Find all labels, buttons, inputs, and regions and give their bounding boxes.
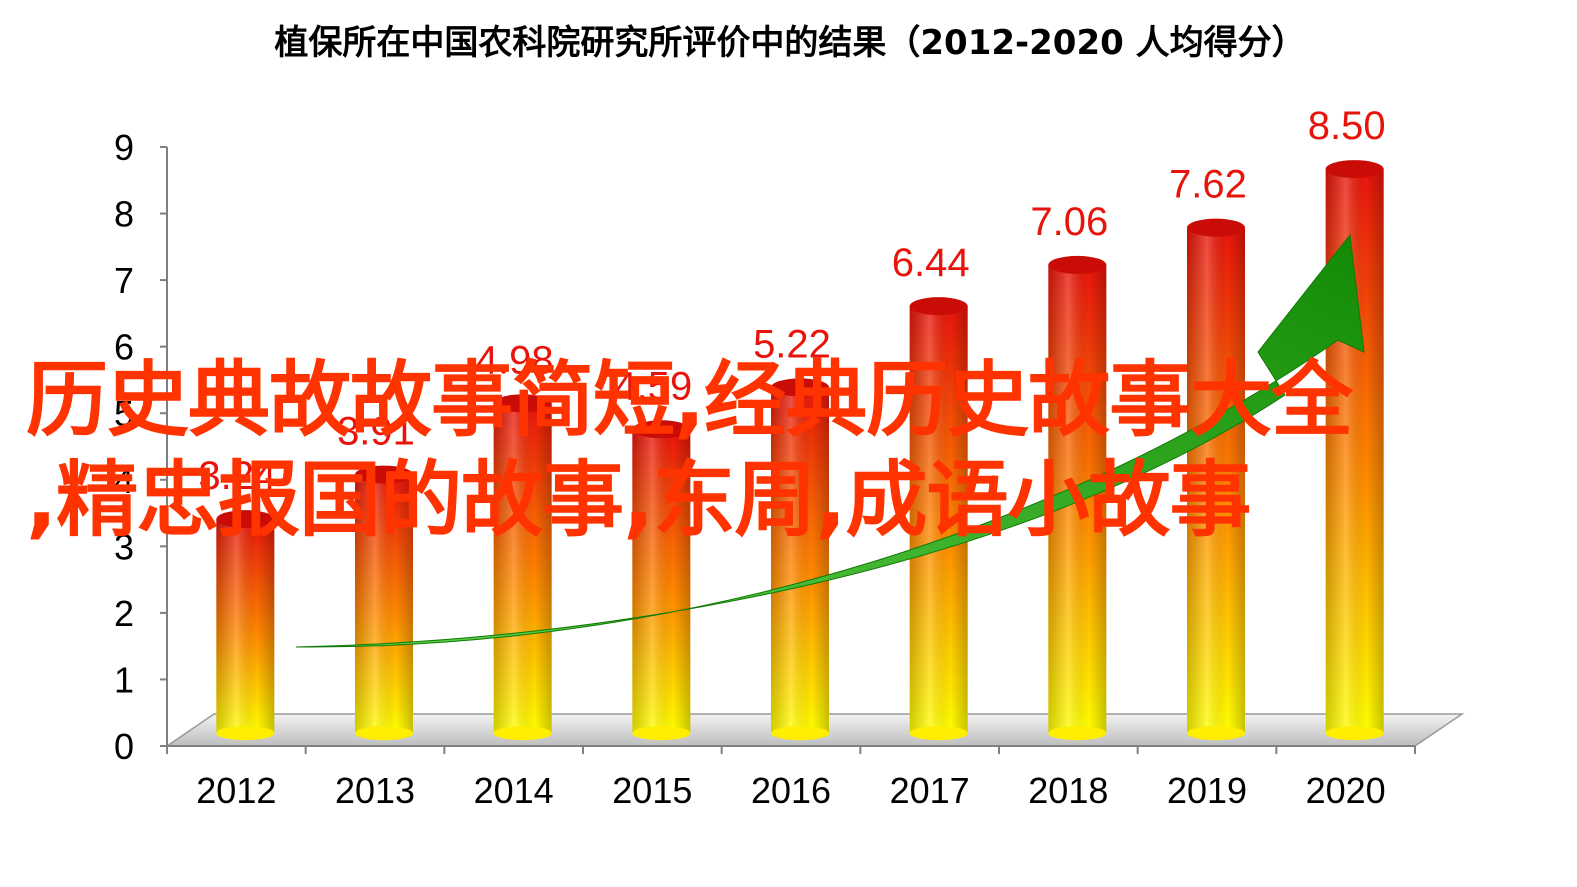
data-label: 5.22 xyxy=(753,322,831,366)
x-tick-label: 2013 xyxy=(335,770,415,811)
y-tick-label: 1 xyxy=(114,659,134,700)
data-labels: 3.24 3.91 4.98 4.59 5.22 6.44 7.06 7.62 8.50 xyxy=(198,104,1385,498)
data-label: 3.91 xyxy=(337,410,415,454)
bar xyxy=(216,510,275,741)
x-axis-ticks: 2012 2013 2014 2015 2016 2017 2018 2019 2020 xyxy=(166,746,1416,811)
bar xyxy=(493,394,552,741)
x-tick-label: 2014 xyxy=(474,770,554,811)
y-tick-label: 9 xyxy=(114,127,134,168)
data-label: 3.24 xyxy=(198,454,276,498)
y-axis-ticks: 0 1 2 3 4 5 6 7 8 9 xyxy=(114,127,167,767)
data-label: 6.44 xyxy=(892,241,970,285)
data-label: 7.62 xyxy=(1169,163,1247,207)
overlay-headline-line-2: ,精忠报国的故事,东周,成语小故事 xyxy=(26,453,1251,548)
data-label: 4.59 xyxy=(614,364,692,408)
bar xyxy=(632,420,691,741)
x-tick-label: 2015 xyxy=(612,770,692,811)
chart-title: 植保所在中国农科院研究所评价中的结果（2012-2020 人均得分） xyxy=(274,23,1305,63)
bars xyxy=(216,160,1384,741)
data-label: 7.06 xyxy=(1030,200,1108,244)
bar xyxy=(1187,218,1245,741)
y-tick-label: 8 xyxy=(114,194,134,235)
y-tick-label: 2 xyxy=(114,593,134,634)
y-tick-label: 3 xyxy=(114,526,134,567)
x-tick-label: 2017 xyxy=(890,770,970,811)
y-tick-label: 7 xyxy=(114,260,134,301)
x-tick-label: 2020 xyxy=(1306,770,1386,811)
y-tick-label: 5 xyxy=(114,393,134,434)
bar xyxy=(909,297,968,741)
trend-arrow xyxy=(295,233,1365,648)
bar xyxy=(355,465,413,741)
y-tick-label: 4 xyxy=(114,460,134,501)
x-tick-label: 2012 xyxy=(196,770,276,811)
y-tick-label: 6 xyxy=(114,327,134,368)
bar xyxy=(1325,160,1384,741)
x-tick-label: 2019 xyxy=(1167,770,1247,811)
x-tick-label: 2016 xyxy=(751,770,831,811)
data-label: 8.50 xyxy=(1308,104,1386,148)
data-label: 4.98 xyxy=(476,338,554,382)
bar xyxy=(771,378,829,741)
overlay-headline-line-1: 历史典故故事简短,经典历史故事大全 xyxy=(26,353,1353,448)
x-tick-label: 2018 xyxy=(1028,770,1108,811)
y-tick-label: 0 xyxy=(114,726,134,767)
